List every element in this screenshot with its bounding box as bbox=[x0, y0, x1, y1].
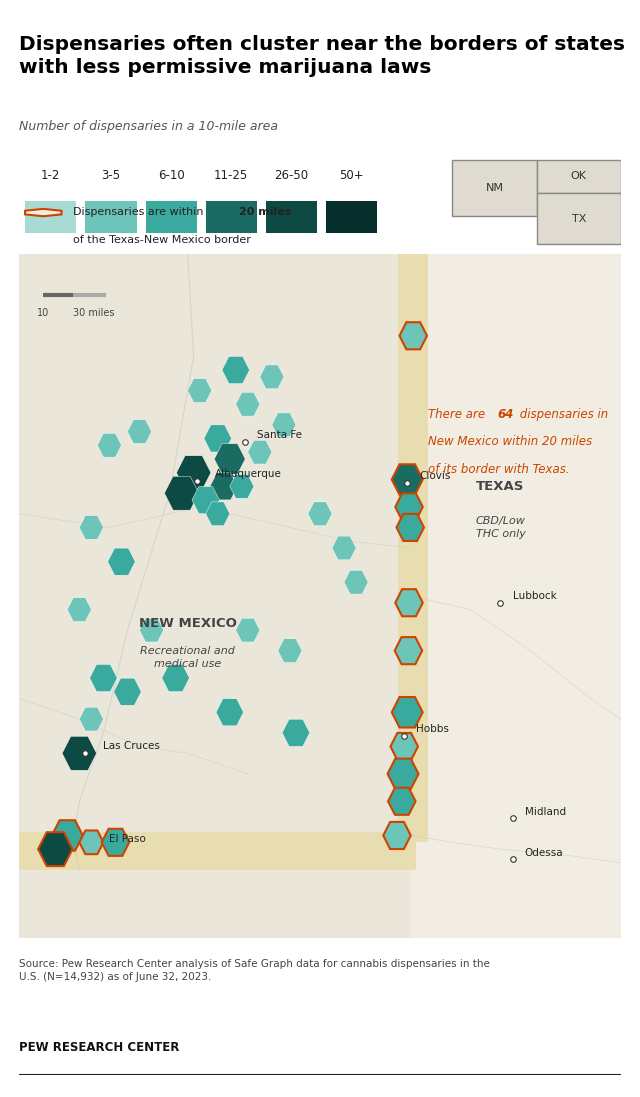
Text: Source: Pew Research Center analysis of Safe Graph data for cannabis dispensarie: Source: Pew Research Center analysis of … bbox=[19, 959, 490, 982]
Text: 3-5: 3-5 bbox=[101, 169, 120, 182]
FancyBboxPatch shape bbox=[205, 201, 257, 233]
Text: CBD/Low
THC only: CBD/Low THC only bbox=[476, 516, 525, 539]
FancyBboxPatch shape bbox=[410, 253, 621, 938]
Text: 11-25: 11-25 bbox=[214, 169, 248, 182]
Text: Dispensaries often cluster near the borders of states
with less permissive marij: Dispensaries often cluster near the bord… bbox=[19, 35, 625, 77]
FancyBboxPatch shape bbox=[536, 160, 621, 193]
FancyBboxPatch shape bbox=[19, 253, 410, 938]
Text: of its border with Texas.: of its border with Texas. bbox=[428, 463, 570, 476]
Text: 10: 10 bbox=[37, 308, 49, 318]
Text: 1-2: 1-2 bbox=[41, 169, 60, 182]
Text: Albuquerque: Albuquerque bbox=[214, 470, 282, 479]
Text: New Mexico within 20 miles: New Mexico within 20 miles bbox=[428, 436, 593, 449]
Text: Number of dispensaries in a 10-mile area: Number of dispensaries in a 10-mile area bbox=[19, 121, 278, 133]
FancyBboxPatch shape bbox=[266, 201, 317, 233]
Text: of the Texas-New Mexico border: of the Texas-New Mexico border bbox=[74, 235, 252, 245]
FancyBboxPatch shape bbox=[326, 201, 377, 233]
Text: 26-50: 26-50 bbox=[275, 169, 308, 182]
Text: 64: 64 bbox=[497, 408, 514, 421]
FancyBboxPatch shape bbox=[145, 201, 196, 233]
Text: TEXAS: TEXAS bbox=[476, 479, 525, 493]
Text: NEW MEXICO: NEW MEXICO bbox=[139, 617, 237, 630]
FancyBboxPatch shape bbox=[85, 201, 136, 233]
FancyBboxPatch shape bbox=[398, 247, 428, 842]
Text: TX: TX bbox=[572, 214, 586, 224]
Text: There are: There are bbox=[428, 408, 489, 421]
Text: 50+: 50+ bbox=[339, 169, 364, 182]
Text: NM: NM bbox=[486, 183, 504, 193]
Text: El Paso: El Paso bbox=[109, 834, 146, 844]
Text: Odessa: Odessa bbox=[525, 848, 563, 858]
Text: 30 miles: 30 miles bbox=[74, 308, 115, 318]
Text: Santa Fe: Santa Fe bbox=[257, 430, 302, 440]
Text: 6-10: 6-10 bbox=[157, 169, 184, 182]
Text: Recreational and
medical use: Recreational and medical use bbox=[140, 646, 235, 669]
Text: Midland: Midland bbox=[525, 806, 566, 816]
Text: Clovis: Clovis bbox=[419, 471, 451, 482]
FancyBboxPatch shape bbox=[25, 201, 76, 233]
Text: PEW RESEARCH CENTER: PEW RESEARCH CENTER bbox=[19, 1041, 180, 1054]
FancyBboxPatch shape bbox=[452, 160, 536, 216]
Text: Las Cruces: Las Cruces bbox=[104, 742, 160, 751]
Text: Lubbock: Lubbock bbox=[513, 591, 556, 601]
Text: Dispensaries are within: Dispensaries are within bbox=[74, 206, 207, 216]
Text: 20 miles: 20 miles bbox=[239, 206, 291, 216]
Text: dispensaries in: dispensaries in bbox=[516, 408, 608, 421]
FancyBboxPatch shape bbox=[536, 193, 621, 244]
Text: Hobbs: Hobbs bbox=[416, 724, 449, 734]
Text: OK: OK bbox=[571, 171, 587, 181]
FancyBboxPatch shape bbox=[19, 832, 416, 870]
